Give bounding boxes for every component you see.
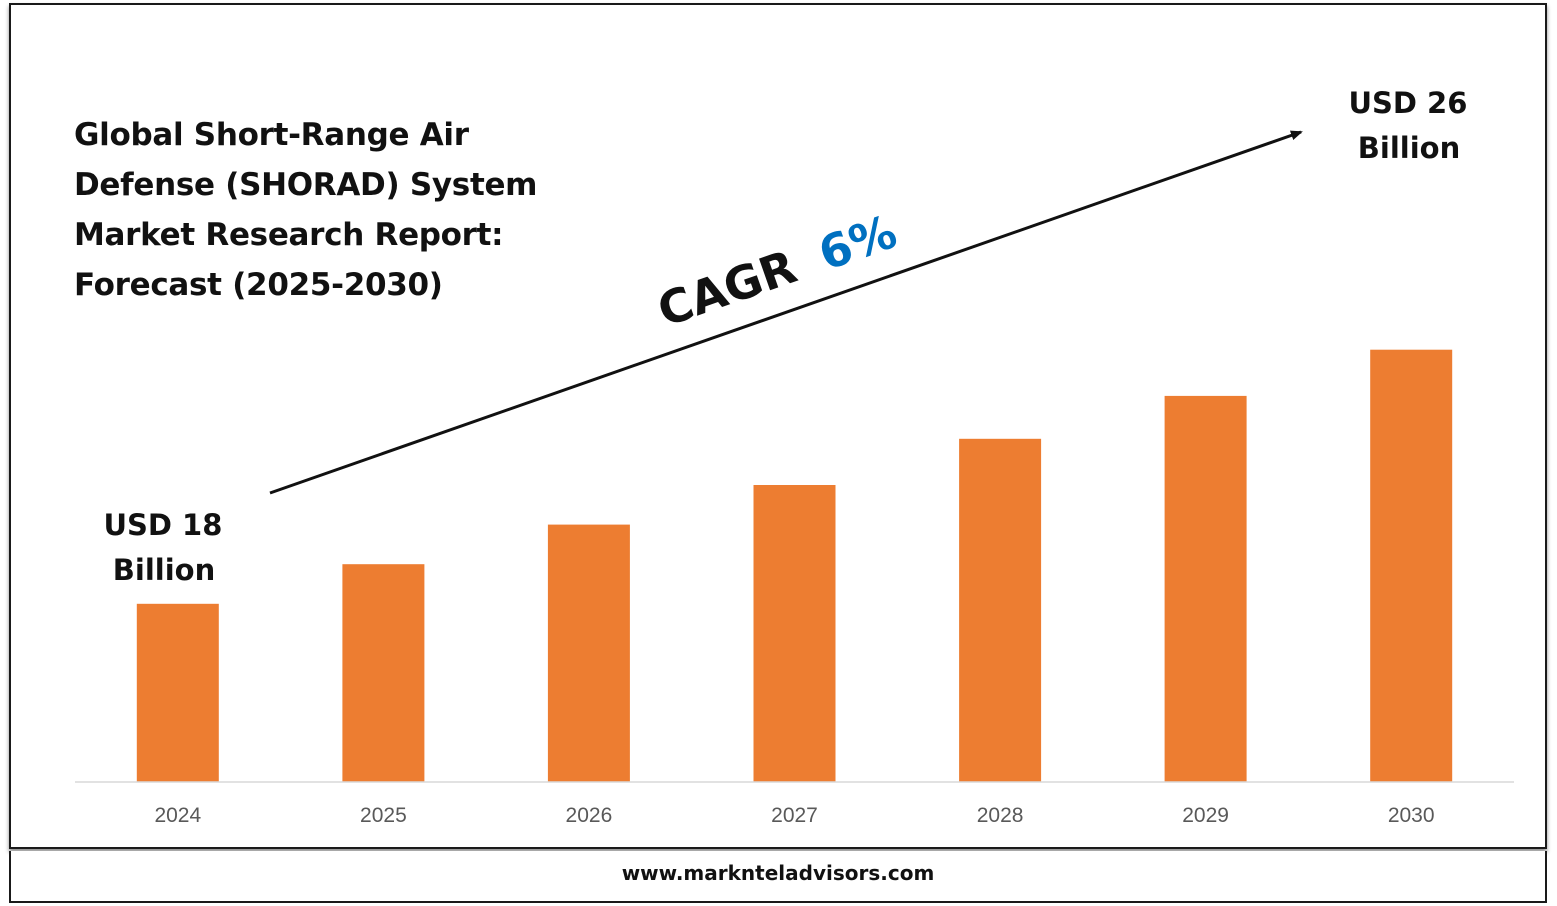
x-tick-label-2026: 2026 <box>566 804 613 827</box>
footer-url[interactable]: www.marknteladvisors.com <box>621 861 935 885</box>
start-value-line2: Billion <box>113 553 215 587</box>
start-value-label: USD 18 Billion <box>103 508 232 587</box>
bar-2029 <box>1164 395 1247 782</box>
start-value-line1: USD 18 <box>103 508 222 542</box>
cagr-label: CAGR <box>651 239 803 337</box>
bar-2028 <box>959 438 1042 782</box>
footer: www.marknteladvisors.com <box>9 851 1547 903</box>
x-tick-label-2028: 2028 <box>977 804 1024 827</box>
bar-2027 <box>753 485 836 782</box>
end-value-line2: Billion <box>1358 131 1460 165</box>
growth-arrow <box>269 130 1303 495</box>
end-value-line1: USD 26 <box>1348 86 1467 120</box>
chart-title: Global Short-Range Air Defense (SHORAD) … <box>74 117 538 303</box>
bar-chart: 2024 2025 2026 2027 2028 2029 2030 CAGR 6% USD… <box>75 86 1514 827</box>
x-tick-label-2025: 2025 <box>360 804 407 827</box>
x-tick-labels: 2024 2025 2026 2027 2028 2029 2030 <box>154 804 1434 827</box>
bar-2026 <box>547 524 630 782</box>
x-tick-label-2030: 2030 <box>1388 804 1435 827</box>
bars-group <box>136 349 1453 782</box>
x-tick-label-2029: 2029 <box>1182 804 1229 827</box>
bar-2030 <box>1370 349 1453 782</box>
bar-2024 <box>136 603 219 782</box>
x-tick-label-2024: 2024 <box>154 804 201 827</box>
end-value-label: USD 26 Billion <box>1348 86 1477 165</box>
cagr-value: 6% <box>812 204 904 281</box>
x-tick-label-2027: 2027 <box>771 804 818 827</box>
bar-2025 <box>342 564 425 782</box>
cagr-annotation: CAGR 6% <box>651 204 904 337</box>
